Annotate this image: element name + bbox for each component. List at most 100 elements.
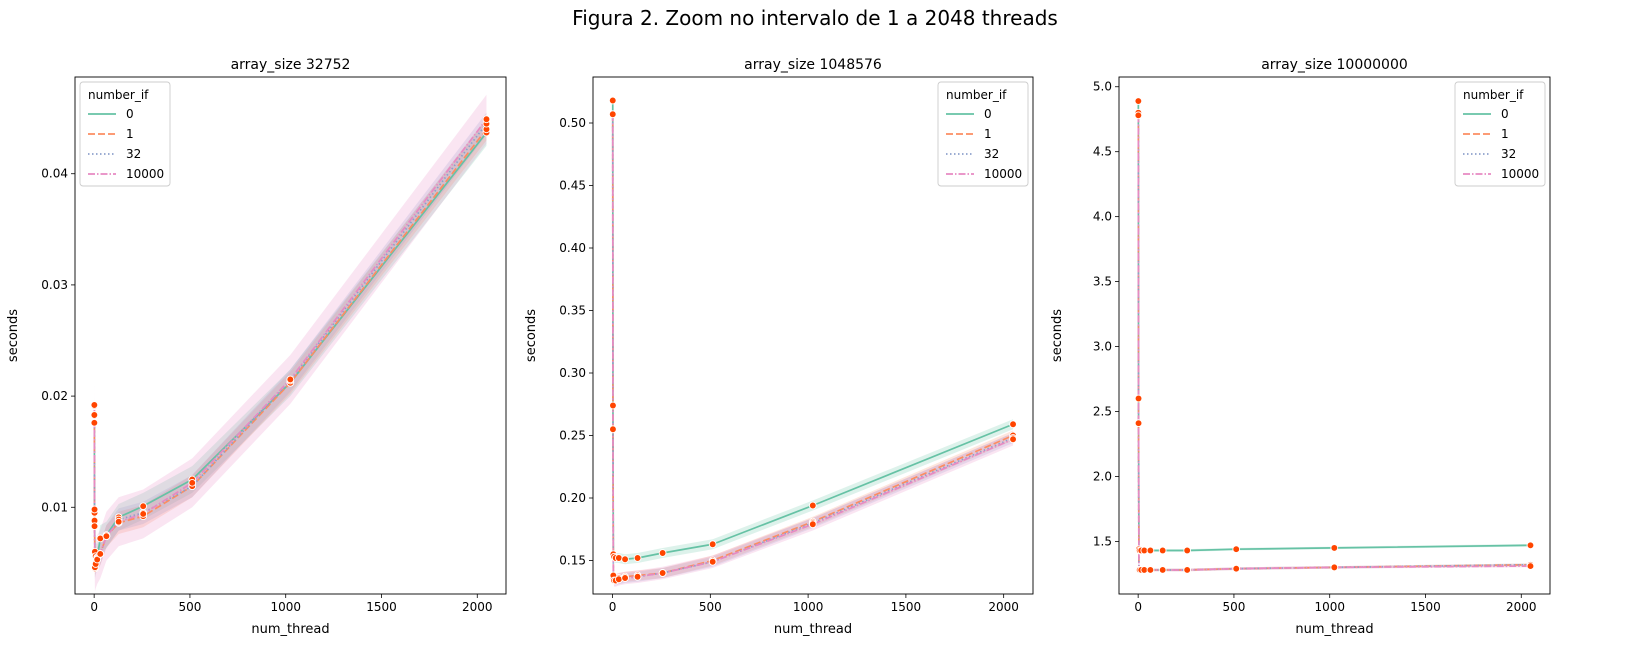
data-point [139,510,148,518]
x-axis-label: num_thread [1295,622,1373,637]
data-point [90,401,99,409]
data-point [1134,97,1143,105]
data-point [621,555,629,564]
data-point [1134,419,1143,428]
data-point [808,501,817,510]
data-point [1526,562,1535,570]
legend-label-10000: 10000 [126,167,164,181]
y-tick-label: 0.04 [41,167,68,181]
figure-title: Figura 2. Zoom no intervalo de 1 a 2048 … [572,6,1058,30]
plot-frame [74,76,507,595]
y-tick-label: 1.5 [1093,534,1112,548]
data-point [1232,545,1241,554]
data-point [1146,566,1155,574]
plot-frame [1118,76,1551,595]
data-point [609,401,617,410]
x-tick-label: 2000 [1506,600,1537,614]
ci-band-10000 [94,94,487,592]
y-tick-label: 0.30 [559,366,586,380]
legend-label-32: 32 [1501,147,1516,161]
chart-panel-1: 0 500 1000 1500 2000 0.01 0.02 0.03 0.04 array_si… [6,57,507,637]
x-tick-label: 500 [699,600,722,614]
data-point [1009,420,1017,429]
x-tick-label: 2000 [988,600,1019,614]
data-point [1330,563,1339,572]
chart-title: array_size 1048576 [744,57,882,73]
y-tick-label: 0.20 [559,491,586,505]
legend-label-1: 1 [1501,127,1509,141]
x-tick-label: 0 [1134,600,1142,614]
series-line-10000 [611,114,1014,582]
x-tick-label: 0 [609,600,617,614]
chart-panel-3: 0 500 1000 1500 2000 1.5 2.0 2.5 3.0 3.5 4.0 4.5 5.0… [1050,57,1551,637]
data-point [1183,546,1192,555]
data-point [808,520,817,529]
y-axis-label: seconds [6,309,21,362]
y-tick-label: 4.0 [1093,210,1112,224]
legend-label-1: 1 [984,127,992,141]
data-point [1158,566,1167,574]
data-point [621,574,629,582]
plot-area [1134,97,1535,574]
x-axis-label: num_thread [251,622,329,637]
data-point [608,96,617,105]
legend-label-1: 1 [126,127,134,141]
data-point [102,532,111,541]
plot-frame [592,76,1034,595]
data-point [1183,566,1192,574]
y-tick-label: 0.02 [41,389,68,403]
y-tick-label: 0.50 [559,116,586,130]
data-point [1146,546,1155,555]
legend-label-0: 0 [1501,107,1509,121]
y-tick-label: 5.0 [1093,80,1112,94]
x-tick-label: 500 [178,600,201,614]
chart-panel-2: 0 500 1000 1500 2000 0.15 0.20 0.25 0.30 0.35 0.40… [524,57,1034,637]
legend-box [937,81,1029,187]
x-tick-label: 1000 [1314,600,1345,614]
data-point [188,478,197,487]
data-point [90,522,99,531]
data-point [1009,435,1017,444]
x-axis-label: num_thread [774,622,852,637]
y-tick-label: 0.15 [559,554,586,568]
y-tick-label: 4.5 [1093,145,1112,159]
data-point [608,110,617,119]
data-point [139,502,148,511]
data-point [90,505,99,514]
data-point [1134,111,1143,120]
legend-label-32: 32 [984,147,999,161]
data-point [1526,541,1535,550]
data-point [658,549,667,557]
legend-box [1454,81,1546,187]
y-tick-label: 2.0 [1093,469,1112,483]
y-tick-label: 3.0 [1093,340,1112,354]
legend-label-0: 0 [984,107,992,121]
plot-area [608,95,1017,587]
y-tick-label: 3.5 [1093,275,1112,289]
chart-title: array_size 10000000 [1261,57,1408,73]
data-point [658,569,667,577]
legend: number_if 0 1 32 10000 [1454,81,1546,187]
data-point [96,550,105,558]
data-point [614,575,623,584]
y-tick-label: 0.01 [41,500,68,514]
legend-label-0: 0 [126,107,134,121]
data-point [633,554,642,562]
data-point [1134,394,1143,403]
data-point [609,425,617,434]
y-axis-label: seconds [1050,309,1065,362]
legend-label-32: 32 [126,147,141,161]
data-point [482,115,491,124]
data-point [633,572,642,581]
legend-label-10000: 10000 [984,167,1022,181]
data-point [114,517,123,526]
legend-title: number_if [88,88,149,102]
data-point [1232,564,1241,573]
x-tick-label: 1500 [891,600,922,614]
x-tick-label: 2000 [462,600,493,614]
data-point [708,540,717,549]
x-tick-label: 500 [1222,600,1245,614]
data-point [1330,544,1339,552]
legend: number_if 0 1 32 10000 [79,81,171,187]
